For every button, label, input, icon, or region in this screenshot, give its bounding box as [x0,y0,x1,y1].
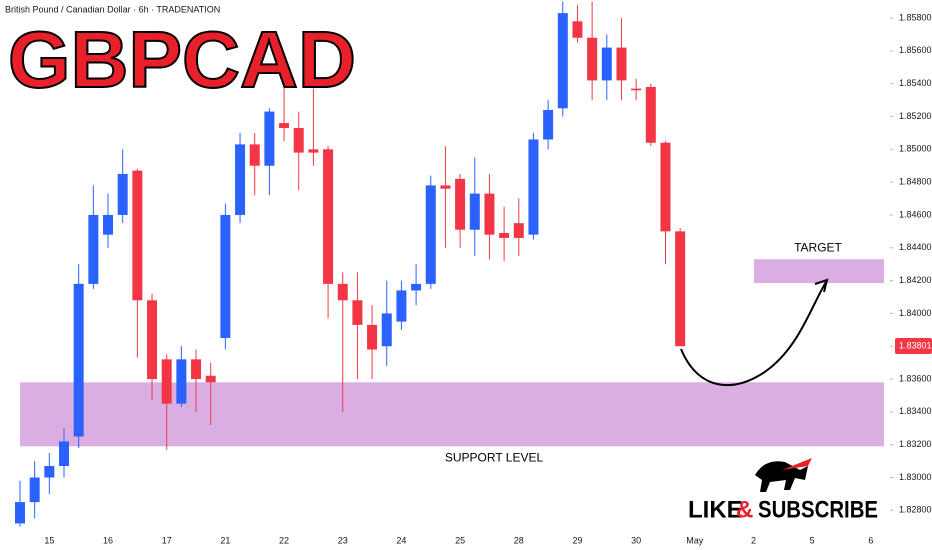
candle-body [117,173,128,215]
candle-body [631,88,642,91]
candle-body [557,13,568,109]
candle-body [293,127,304,153]
candle-body [264,111,275,166]
y-tick-label: 1.84000 [899,308,932,318]
candle-body [44,466,55,478]
candle-body [645,86,656,143]
candle-body [279,123,290,128]
candle-body [15,502,25,524]
candle-body [513,223,524,238]
candle-body [587,37,598,81]
x-tick-label: 5 [810,535,815,545]
candle-body [88,214,99,284]
y-tick-label: 1.84600 [899,209,932,219]
zone-label: TARGET [794,240,842,254]
cta-amp: & [736,496,753,523]
last-price-label: 1.83801 [899,340,932,350]
cta-subscribe: SUBSCRIBE [758,496,878,523]
candle-body [29,477,40,503]
y-tick-label: 1.83000 [899,472,932,482]
chart-title: British Pound / Canadian Dollar · 6h · T… [5,4,220,14]
y-tick-label: 1.84200 [899,275,932,285]
candle-body [469,193,480,230]
candle-body [396,290,407,322]
candle-body [381,313,392,347]
candle-body [337,283,348,301]
arrow-head [814,278,829,293]
x-tick-label: May [686,535,704,545]
candle-body [220,214,231,339]
headline: GBPCAD [8,15,356,104]
last-price-box [895,338,932,355]
zone-label: SUPPORT LEVEL [445,450,544,464]
zone [754,259,884,284]
candle-body [132,170,143,301]
y-tick-label: 1.85800 [899,12,932,22]
candle-body [147,300,158,380]
x-tick-label: 17 [162,535,172,545]
x-tick-label: 15 [44,535,54,545]
candle-body [367,324,378,350]
candle-body [191,359,202,380]
y-tick-label: 1.85000 [899,144,932,154]
y-tick-label: 1.84400 [899,242,932,252]
x-tick-label: 2 [751,535,756,545]
x-tick-label: 23 [338,535,348,545]
candle-body [411,283,422,291]
candle-body [484,193,495,235]
x-tick-label: 6 [868,535,873,545]
x-tick-label: 29 [572,535,582,545]
candle-body [425,185,436,284]
candle-body [543,109,554,140]
x-tick-label: 21 [220,535,230,545]
candle-body [73,283,84,437]
candle-body [499,233,510,238]
y-tick-label: 1.82800 [899,505,932,515]
y-tick-label: 1.83600 [899,373,932,383]
candle-body [601,47,612,81]
candle-body [308,149,319,153]
candle-body [528,139,539,235]
zone [20,382,884,447]
candle-body [249,144,260,166]
candle-body [660,142,671,232]
candle-body [323,149,334,284]
candle-body [455,178,466,230]
y-tick-label: 1.83200 [899,439,932,449]
candle-body [572,21,583,38]
candle-body [616,47,627,81]
x-tick-label: 24 [396,535,406,545]
candle-body [235,144,246,215]
y-tick-label: 1.85400 [899,78,932,88]
candle-body [205,375,216,383]
y-tick-label: 1.85200 [899,111,932,121]
candle-body [59,441,70,467]
candle-body [675,231,686,347]
candle-body [161,359,172,404]
x-tick-label: 28 [514,535,524,545]
x-tick-label: 22 [279,535,289,545]
candle-body [103,214,114,235]
x-tick-label: 30 [631,535,641,545]
y-tick-label: 1.84800 [899,177,932,187]
y-tick-label: 1.85600 [899,45,932,55]
x-tick-label: 16 [103,535,113,545]
candle-body [440,185,451,189]
y-tick-label: 1.83400 [899,406,932,416]
target-arrow [680,281,827,387]
bull-bear-icon [755,458,812,492]
candle-body [176,359,187,404]
candle-body [352,300,363,325]
x-tick-label: 25 [455,535,465,545]
cta-like: LIKE [688,496,743,523]
